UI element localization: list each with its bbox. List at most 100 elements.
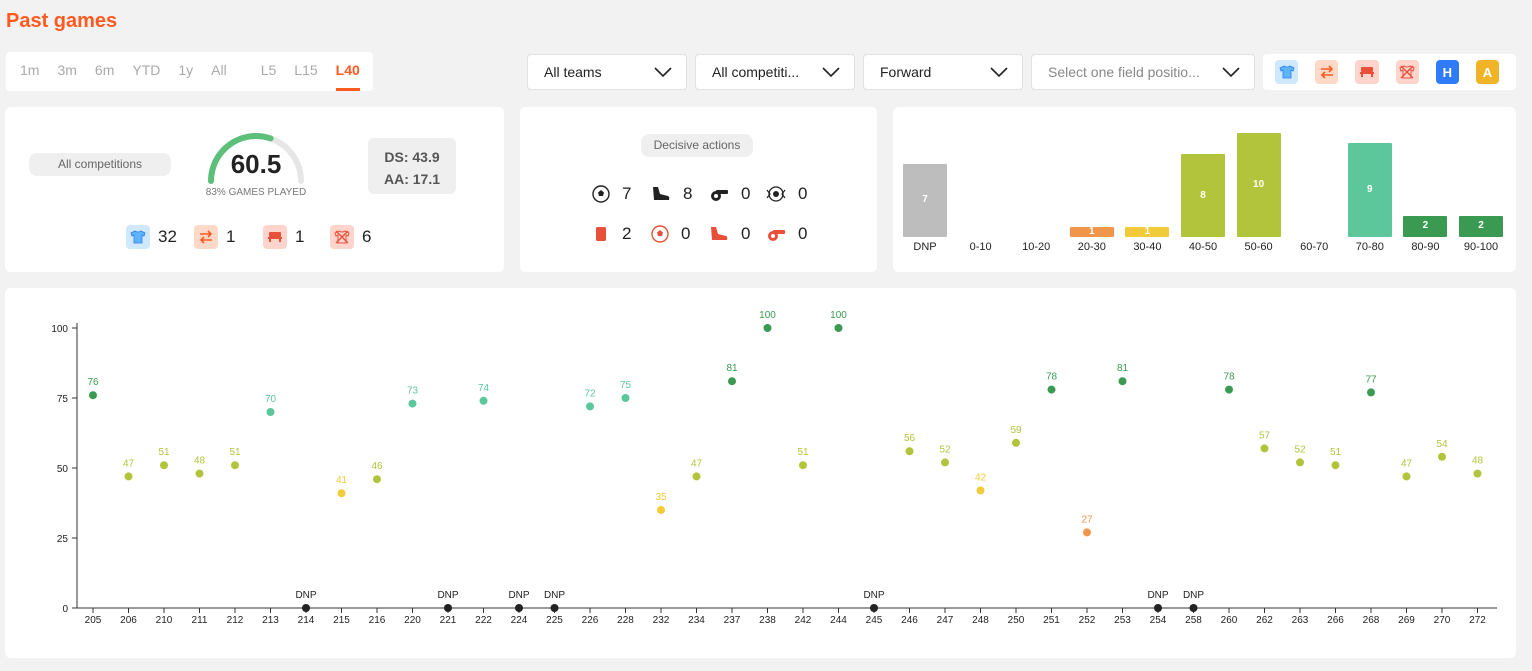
data-point bbox=[586, 402, 594, 411]
x-tick-label: 268 bbox=[1363, 615, 1380, 626]
data-label: 27 bbox=[1081, 514, 1093, 525]
chevron-down-icon bbox=[822, 67, 840, 77]
x-tick-label: 215 bbox=[333, 615, 350, 626]
x-tick-label: 216 bbox=[369, 615, 386, 626]
competition-pill: All competitions bbox=[29, 153, 171, 176]
competitions-dropdown[interactable]: All competiti... bbox=[695, 54, 855, 90]
penalty-won-stat: 0 bbox=[709, 184, 750, 204]
x-tick-label: 232 bbox=[653, 615, 670, 626]
clean-sheet-count: 0 bbox=[798, 184, 808, 203]
data-label: 56 bbox=[904, 433, 916, 444]
dnp-point bbox=[870, 604, 878, 612]
data-label: 51 bbox=[1330, 447, 1342, 458]
data-point bbox=[1083, 528, 1091, 537]
gauge-fill bbox=[208, 133, 274, 184]
data-point bbox=[1118, 377, 1127, 386]
goal-save-icon bbox=[766, 186, 786, 202]
data-point bbox=[1296, 458, 1304, 467]
data-label: 52 bbox=[1294, 444, 1306, 455]
substitute-icon[interactable] bbox=[1315, 60, 1339, 84]
data-point bbox=[1012, 438, 1020, 447]
data-point bbox=[1438, 452, 1446, 461]
red-card-count: 2 bbox=[622, 224, 632, 243]
x-tick-label: 262 bbox=[1256, 615, 1273, 626]
whistle-icon bbox=[711, 190, 728, 201]
x-tick-label: 244 bbox=[830, 615, 847, 626]
data-label: 72 bbox=[584, 388, 596, 399]
tab-3m[interactable]: 3m bbox=[57, 62, 77, 78]
data-label: 47 bbox=[1401, 458, 1413, 469]
data-label: 48 bbox=[1472, 456, 1484, 467]
clean-sheet-stat: 0 bbox=[766, 184, 807, 204]
data-point bbox=[657, 506, 665, 514]
goals-stat: 7 bbox=[592, 184, 631, 204]
data-label: DNP bbox=[508, 590, 529, 601]
tab-6m[interactable]: 6m bbox=[94, 62, 115, 78]
histogram-bin-label: 40-50 bbox=[1188, 241, 1218, 253]
x-tick-label: 252 bbox=[1079, 615, 1096, 626]
data-point bbox=[763, 324, 772, 332]
histogram-bin-label: 10-20 bbox=[1022, 241, 1051, 253]
tab-1y[interactable]: 1y bbox=[178, 62, 194, 78]
x-tick-label: 258 bbox=[1185, 615, 1202, 626]
data-label: 48 bbox=[194, 456, 206, 467]
y-tick-label: 100 bbox=[51, 324, 68, 335]
data-point bbox=[1367, 388, 1375, 397]
tab-l15[interactable]: L15 bbox=[294, 62, 318, 78]
away-icon[interactable]: A bbox=[1475, 60, 1500, 84]
data-label: 76 bbox=[87, 377, 99, 388]
substitute-count: 1 bbox=[226, 227, 236, 246]
histogram-bin-label: 20-30 bbox=[1077, 241, 1106, 253]
bench-icon bbox=[263, 225, 287, 249]
data-point bbox=[337, 489, 346, 498]
x-tick-label: 220 bbox=[404, 615, 421, 626]
not-in-squad-count: 6 bbox=[362, 227, 372, 246]
data-label: 47 bbox=[691, 458, 703, 469]
data-label: 78 bbox=[1046, 372, 1058, 383]
tab-all[interactable]: All bbox=[211, 62, 227, 78]
dnp-point bbox=[515, 604, 523, 612]
data-label: 74 bbox=[478, 383, 490, 394]
tab-ytd[interactable]: YTD bbox=[132, 62, 161, 78]
not-in-squad-icon[interactable] bbox=[1395, 60, 1419, 84]
x-tick-label: 224 bbox=[511, 615, 528, 626]
tab-l5[interactable]: L5 bbox=[260, 62, 277, 78]
data-label: 51 bbox=[797, 447, 809, 458]
x-tick-label: 266 bbox=[1327, 615, 1344, 626]
y-tick-label: 50 bbox=[57, 464, 69, 475]
position-dropdown[interactable]: Forward bbox=[863, 54, 1023, 90]
home-icon[interactable]: H bbox=[1435, 60, 1459, 84]
field-position-dropdown[interactable]: Select one field positio... bbox=[1031, 54, 1255, 90]
data-label: DNP bbox=[1183, 590, 1204, 601]
data-label: 57 bbox=[1259, 430, 1271, 441]
boot-icon bbox=[653, 187, 670, 200]
x-tick-label: 225 bbox=[546, 615, 563, 626]
data-point bbox=[834, 324, 843, 332]
starter-shirt-icon[interactable] bbox=[1275, 60, 1299, 84]
tab-l40[interactable]: L40 bbox=[335, 52, 360, 91]
data-point bbox=[1225, 385, 1233, 394]
x-tick-label: 260 bbox=[1221, 615, 1238, 626]
data-label: 42 bbox=[975, 472, 987, 483]
not-in-squad-icon bbox=[330, 225, 354, 249]
data-label: 73 bbox=[407, 386, 419, 397]
data-label: 75 bbox=[620, 380, 632, 391]
data-point bbox=[89, 391, 97, 400]
tab-1m[interactable]: 1m bbox=[20, 62, 40, 78]
histogram-bin-label: 60-70 bbox=[1300, 241, 1329, 253]
x-tick-label: 270 bbox=[1434, 615, 1451, 626]
data-label: DNP bbox=[544, 590, 565, 601]
data-point bbox=[266, 408, 275, 416]
data-point bbox=[195, 469, 204, 478]
dnp-point bbox=[1154, 604, 1162, 612]
data-point bbox=[1260, 444, 1269, 453]
teams-dropdown[interactable]: All teams bbox=[527, 54, 687, 90]
aa-value: AA: 17.1 bbox=[383, 171, 441, 187]
y-tick-label: 75 bbox=[57, 394, 69, 405]
data-label: 51 bbox=[158, 447, 170, 458]
data-label: 77 bbox=[1365, 374, 1377, 385]
past-games-chart: 0 25 50 75 100 205 76 206 47 210 51 211 48 212 51 213 70… bbox=[51, 310, 1497, 626]
bench-icon[interactable] bbox=[1355, 60, 1379, 84]
past-games-chart-card: 0 25 50 75 100 205 76 206 47 210 51 211 48 212 51 213 70… bbox=[5, 288, 1516, 658]
starter-count: 32 bbox=[158, 227, 177, 246]
